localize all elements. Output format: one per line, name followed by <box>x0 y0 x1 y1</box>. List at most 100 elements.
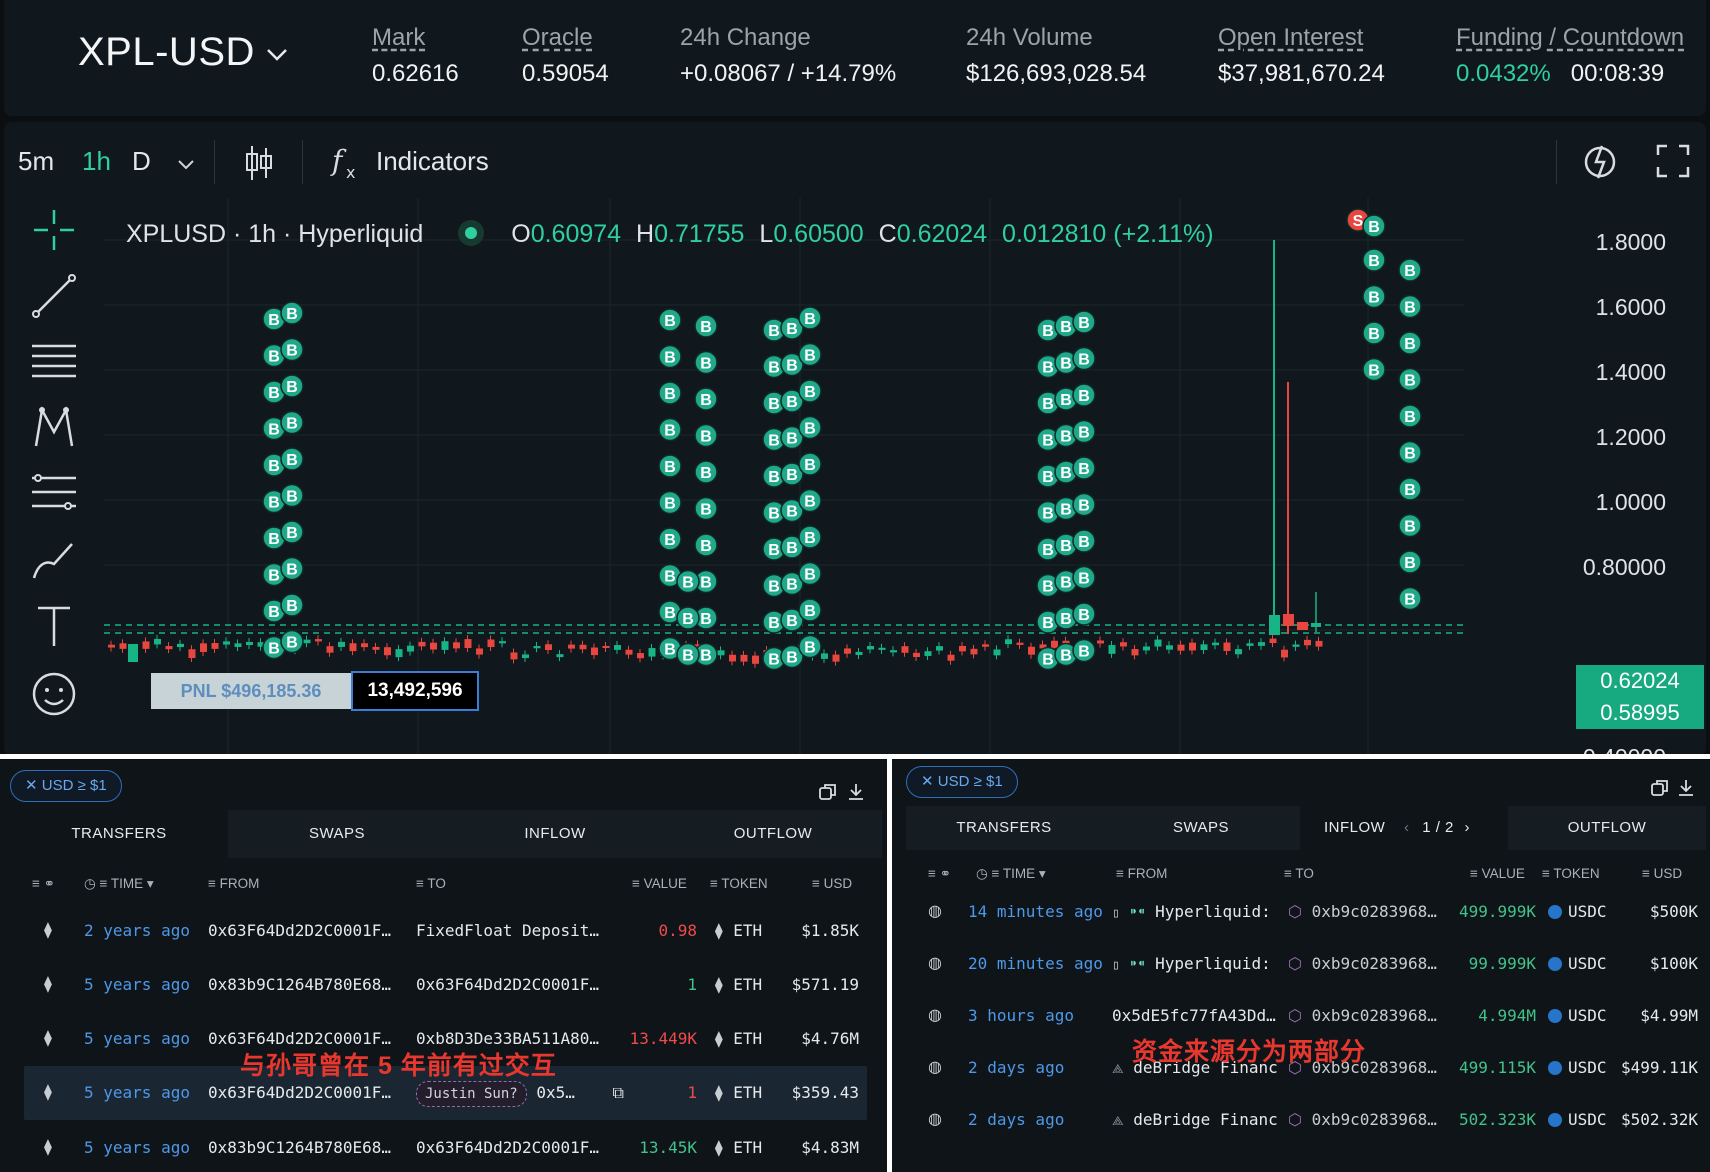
col-token[interactable]: ≡ TOKEN <box>710 876 768 891</box>
from-cell[interactable]: ⟁ deBridge Financ <box>1112 1096 1278 1144</box>
brush-icon[interactable] <box>28 534 80 586</box>
col-usd[interactable]: ≡ USD <box>812 876 853 891</box>
to-cell[interactable]: ⬡ 0xb9c0283968… <box>1288 1044 1437 1092</box>
trendline-icon[interactable] <box>28 270 80 322</box>
col-value[interactable]: ≡ VALUE <box>632 876 687 891</box>
to-address[interactable]: FixedFloat Deposit… <box>416 921 600 940</box>
from-cell[interactable]: 0x83b9C1264B780E68… <box>208 1138 392 1157</box>
usd-filter-chip[interactable]: ✕ USD ≥ $1 <box>10 770 122 802</box>
col-token[interactable]: ≡ TOKEN <box>1542 866 1600 881</box>
stat-label[interactable]: Oracle <box>522 24 593 51</box>
to-address[interactable]: 0x63F64Dd2D2C0001F… <box>416 975 600 994</box>
filter-link-icons[interactable]: ≡ ⚭ <box>32 876 55 891</box>
col-to[interactable]: ≡ TO <box>1284 866 1314 881</box>
text-icon[interactable] <box>28 600 80 652</box>
stat-label[interactable]: Mark <box>372 24 426 51</box>
price-chart[interactable]: B B B B B B B B B B B B B B B B B B B B B B B B B B B B B B B B B B B B B B B B… <box>4 122 1706 756</box>
chevron-down-icon[interactable] <box>266 44 288 66</box>
trade-marker-label: B <box>804 457 816 474</box>
address-tag[interactable]: Justin Sun? <box>416 1081 527 1107</box>
col-from[interactable]: ≡ FROM <box>1116 866 1168 881</box>
tab-inflow[interactable]: INFLOW ‹ 1 / 2 › <box>1300 806 1508 850</box>
tab-outflow[interactable]: OUTFLOW <box>733 825 813 842</box>
to-cell[interactable]: ⬡ 0xb9c0283968… <box>1288 940 1437 988</box>
time-cell[interactable]: 2 days ago <box>968 1110 1065 1129</box>
download-icon[interactable] <box>1676 778 1696 798</box>
pattern-icon[interactable] <box>28 402 80 454</box>
time-cell[interactable]: 2 days ago <box>968 1058 1065 1077</box>
col-usd[interactable]: ≡ USD <box>1642 866 1683 881</box>
pager-prev-icon[interactable]: ‹ <box>1404 819 1410 836</box>
stat-label[interactable]: Open Interest <box>1218 24 1364 51</box>
time-cell[interactable]: 2 years ago <box>84 921 190 940</box>
time-cell[interactable]: 20 minutes ago <box>968 954 1103 973</box>
table-row[interactable]: ⧫ 5 years ago 0x63F64Dd2D2C0001F… Justin… <box>24 1066 867 1120</box>
from-cell[interactable]: 0x63F64Dd2D2C0001F… <box>208 1029 392 1048</box>
from-cell[interactable]: 0x83b9C1264B780E68… <box>208 975 392 994</box>
col-time[interactable]: ◷ ≡ TIME ▾ <box>976 866 1046 881</box>
tab-transfers[interactable]: TRANSFERS <box>956 819 1052 836</box>
candles-icon[interactable] <box>244 144 274 182</box>
table-row[interactable]: ⧫ 5 years ago 0x83b9C1264B780E68… 0x63F6… <box>24 958 867 1012</box>
tab-inflow[interactable]: INFLOW <box>524 825 586 842</box>
position-size-label[interactable]: 13,492,596 <box>351 671 479 711</box>
interval-5m[interactable]: 5m <box>18 146 55 176</box>
pnl-label[interactable]: PNL $496,185.36 <box>151 673 351 709</box>
to-cell[interactable]: ⬡ 0xb9c0283968… <box>1288 888 1437 936</box>
col-value[interactable]: ≡ VALUE <box>1470 866 1525 881</box>
horizontal-lines-icon[interactable] <box>28 336 80 388</box>
from-cell[interactable]: ▯ ⁍⁌ Hyperliquid: <box>1112 888 1271 936</box>
time-cell[interactable]: 5 years ago <box>84 1029 190 1048</box>
interval-chevron-icon[interactable] <box>176 158 196 172</box>
interval-d[interactable]: D <box>132 146 151 176</box>
to-address[interactable]: 0x5… <box>536 1083 575 1102</box>
table-row[interactable]: ⧫ 5 years ago 0x83b9C1264B780E68… 0x63F6… <box>24 1121 867 1172</box>
interval-1h[interactable]: 1h <box>82 146 111 176</box>
copy-icon[interactable]: ⧉ <box>612 1083 624 1102</box>
time-cell[interactable]: 14 minutes ago <box>968 902 1103 921</box>
pair-selector[interactable]: XPL-USD <box>78 30 255 74</box>
fullscreen-icon[interactable] <box>1656 144 1690 178</box>
tab-transfers[interactable]: TRANSFERS <box>10 810 228 858</box>
col-from[interactable]: ≡ FROM <box>208 876 260 891</box>
download-icon[interactable] <box>846 782 866 802</box>
from-cell[interactable]: ⟁ deBridge Financ <box>1112 1044 1278 1092</box>
copy-icon[interactable] <box>1650 778 1670 798</box>
fib-icon[interactable] <box>28 468 80 520</box>
table-row[interactable]: ◍ 20 minutes ago ▯ ⁍⁌ Hyperliquid: ⬡ 0xb… <box>916 940 1706 992</box>
to-address[interactable]: 0xb8D3De33BA511A80… <box>416 1029 600 1048</box>
table-row[interactable]: ◍ 2 days ago ⟁ deBridge Financ ⬡ 0xb9c02… <box>916 1044 1706 1096</box>
to-cell[interactable]: ⬡ 0xb9c0283968… <box>1288 992 1437 1040</box>
tab-swaps[interactable]: SWAPS <box>308 825 366 842</box>
from-cell[interactable]: 0x5dE5fc77fA43Dd… <box>1112 992 1276 1040</box>
table-row[interactable]: ⧫ 5 years ago 0x63F64Dd2D2C0001F… 0xb8D3… <box>24 1012 867 1066</box>
emoji-icon[interactable] <box>28 668 80 720</box>
alert-clock-icon[interactable] <box>1582 140 1622 182</box>
table-row[interactable]: ◍ 3 hours ago 0x5dE5fc77fA43Dd… ⬡ 0xb9c0… <box>916 992 1706 1044</box>
table-row[interactable]: ⧫ 2 years ago 0x63F64Dd2D2C0001F… FixedF… <box>24 904 867 958</box>
col-to[interactable]: ≡ TO <box>416 876 446 891</box>
time-cell[interactable]: 5 years ago <box>84 975 190 994</box>
stat-label[interactable]: Funding / Countdown <box>1456 24 1685 51</box>
filter-link-icons[interactable]: ≡ ⚭ <box>928 866 951 881</box>
table-row[interactable]: ◍ 2 days ago ⟁ deBridge Financ ⬡ 0xb9c02… <box>916 1096 1706 1148</box>
candle <box>1154 639 1162 647</box>
tab-outflow[interactable]: OUTFLOW <box>1567 819 1647 836</box>
to-cell[interactable]: ⬡ 0xb9c0283968… <box>1288 1096 1437 1144</box>
col-time[interactable]: ◷ ≡ TIME ▾ <box>84 876 154 891</box>
copy-icon[interactable] <box>818 782 838 802</box>
from-cell[interactable]: ▯ ⁍⁌ Hyperliquid: <box>1112 940 1271 988</box>
indicators-button[interactable]: Indicators <box>376 146 489 176</box>
to-address[interactable]: 0x63F64Dd2D2C0001F… <box>416 1138 600 1157</box>
time-cell[interactable]: 3 hours ago <box>968 1006 1074 1025</box>
time-cell[interactable]: 5 years ago <box>84 1083 190 1102</box>
table-row[interactable]: ◍ 14 minutes ago ▯ ⁍⁌ Hyperliquid: ⬡ 0xb… <box>916 888 1706 940</box>
crosshair-icon[interactable] <box>28 204 80 256</box>
time-cell[interactable]: 5 years ago <box>84 1138 190 1157</box>
pager-next-icon[interactable]: › <box>1464 819 1471 836</box>
from-cell[interactable]: 0x63F64Dd2D2C0001F… <box>208 921 392 940</box>
tab-swaps[interactable]: SWAPS <box>1172 819 1230 836</box>
from-cell[interactable]: 0x63F64Dd2D2C0001F… <box>208 1083 392 1102</box>
usd-filter-chip[interactable]: ✕ USD ≥ $1 <box>906 766 1018 798</box>
